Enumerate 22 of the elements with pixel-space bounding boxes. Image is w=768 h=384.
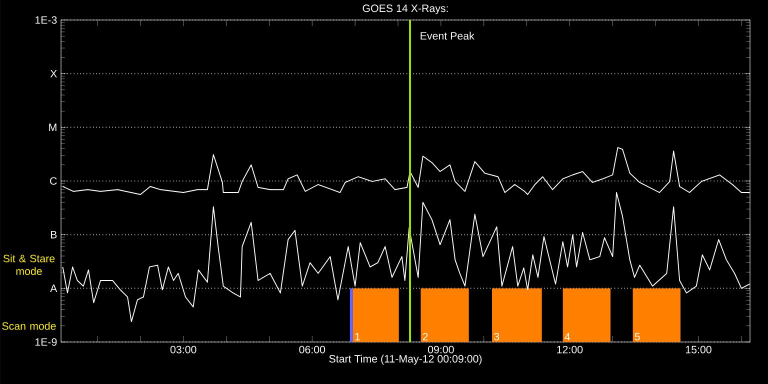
band-label: 2 xyxy=(422,332,428,340)
x-tick-label: 06:00 xyxy=(299,346,326,354)
y-tick-label: 1E-9 xyxy=(35,338,57,346)
y-tick-label: X xyxy=(50,70,57,78)
x-tick-label: 15:00 xyxy=(686,346,712,354)
band-label: 4 xyxy=(564,333,570,340)
y-tick-label: B xyxy=(50,230,57,238)
x-tick-label: 03:00 xyxy=(170,346,196,354)
ref-line-label: Event Peak xyxy=(420,32,474,40)
x-tick-label: 12:00 xyxy=(557,346,583,354)
band-label: 3 xyxy=(494,332,500,340)
y-tick-label: 1E-3 xyxy=(35,16,57,24)
text: Sit & Stare mode xyxy=(3,254,55,275)
chart-title: GOES 14 X-Rays: xyxy=(362,4,448,14)
band-label: 5 xyxy=(634,332,640,340)
x-axis-title: Start Time (11-May-12 00:09:00) xyxy=(329,354,482,365)
x-tick-label: 09:00 xyxy=(428,346,454,354)
text: Scan mode xyxy=(2,322,56,330)
band-label: 1 xyxy=(355,333,360,340)
y-tick-label: M xyxy=(49,124,56,131)
y-tick-label: C xyxy=(50,177,57,185)
y-tick-label: A xyxy=(50,284,58,292)
